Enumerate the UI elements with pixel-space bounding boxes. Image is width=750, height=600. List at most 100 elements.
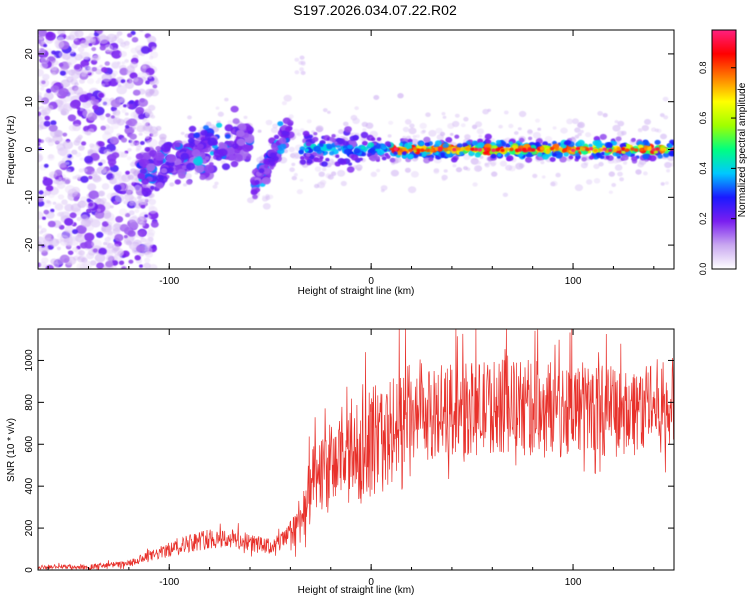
spectrogram-cell — [107, 158, 117, 166]
spectrogram-cell — [660, 182, 665, 186]
spectrogram-cell — [637, 144, 644, 149]
spectrogram-cell — [335, 154, 340, 159]
snr-y-tick-label: 200 — [24, 519, 35, 536]
spectrogram-cell — [129, 133, 137, 140]
spectrogram-cell — [106, 33, 117, 43]
spectrogram-cell — [111, 152, 120, 159]
spectrogram-cell — [98, 191, 105, 197]
spectrogram-cell — [451, 157, 458, 163]
spectrogram-cell — [140, 168, 148, 175]
spectrogram-cell — [294, 152, 302, 159]
spectrogram-cell — [87, 78, 95, 85]
spectrogram-cell — [344, 126, 352, 133]
spectrogram-cell — [299, 128, 305, 133]
spectrogram-cell — [132, 215, 138, 219]
spectrogram-cell — [64, 218, 74, 226]
spectrogram-cell — [381, 156, 387, 161]
spectrogram-cell — [135, 106, 145, 115]
spectrogram-cell — [47, 154, 55, 161]
spectrogram-cell — [373, 95, 380, 100]
spectrogram-cell — [281, 130, 289, 137]
spectrogram-cell — [464, 134, 471, 140]
spectrogram-cell — [388, 120, 394, 125]
spectrogram-cell — [315, 146, 321, 151]
spectrogram-cell — [97, 77, 102, 82]
spectrogram-cell — [56, 246, 61, 251]
spectrogram-cell — [340, 180, 347, 187]
spectrogram-cell — [415, 134, 420, 138]
spectrogram-cell — [100, 197, 107, 204]
spectrogram-cell — [343, 148, 351, 155]
spectrogram-cell — [409, 123, 415, 129]
spectrogram-cell — [288, 146, 295, 153]
spectrogram-cell — [43, 120, 51, 127]
spectrogram-cell — [38, 196, 44, 203]
spectrogram-cell — [337, 169, 346, 177]
spectrogram-cell — [138, 229, 147, 237]
spectrogram-cell — [145, 135, 150, 139]
spectrogram-cell — [346, 166, 355, 173]
spectrogram-cell — [588, 146, 594, 151]
spectrogram-cell — [319, 143, 324, 148]
spectrogram-cell — [118, 208, 128, 216]
spectrogram-cell — [441, 177, 446, 181]
spectrogram-cell — [62, 52, 71, 61]
spectrogram-cell — [659, 113, 665, 118]
snr-series-line — [38, 329, 674, 570]
spectrogram-cell — [326, 143, 333, 150]
spectrogram-cell — [106, 217, 116, 225]
spectrogram-cell — [289, 167, 295, 172]
spectrogram-cell — [445, 137, 453, 143]
spectrogram-cell — [602, 147, 607, 152]
spectrogram-cell — [519, 137, 525, 143]
spectrogram-cell — [462, 142, 468, 148]
spectrogram-cell — [155, 125, 162, 131]
spectrogram-cell — [204, 156, 210, 161]
spectrogram-cell — [238, 123, 247, 131]
spectrogram-cell — [71, 99, 81, 107]
spectrogram-cell — [660, 147, 665, 152]
spectrogram-cell — [376, 137, 382, 142]
spectrogram-cell — [129, 221, 139, 230]
spectrogram-cell — [39, 261, 47, 268]
spectrogram-cell — [454, 134, 460, 139]
spectrogram-cell — [127, 33, 133, 38]
spectrogram-cell — [138, 252, 145, 257]
spectrogram-cell — [114, 194, 125, 203]
spectrogram-cell — [193, 132, 200, 139]
spectrogram-cell — [105, 260, 114, 268]
spectrogram-cell — [56, 98, 67, 108]
spectrogram-cell — [402, 147, 407, 151]
spectrogram-cell — [91, 218, 100, 225]
spectrogram-cell — [148, 75, 152, 79]
snr-y-tick-label: 400 — [24, 477, 35, 494]
spectrogram-cell — [186, 162, 196, 171]
spectrogram-cell — [70, 71, 81, 80]
spectrogram-x-ticks: -100 0 100 — [47, 30, 655, 287]
spectrogram-cell — [440, 152, 445, 156]
spectrogram-y-label: Frequency (Hz) — [6, 116, 17, 185]
spectrogram-cell — [585, 132, 592, 138]
spectrogram-cell — [325, 157, 330, 162]
spectrogram-cell — [535, 118, 540, 123]
spectrogram-x-tick-label: -100 — [159, 276, 179, 287]
spectrogram-cell — [67, 62, 72, 66]
spectrogram-cell — [160, 143, 171, 153]
spectrogram-cell — [599, 133, 607, 140]
spectrogram-cell — [57, 194, 65, 200]
spectrogram-cell — [121, 109, 127, 114]
spectrogram-cell — [426, 148, 431, 152]
spectrogram-cell — [169, 182, 175, 187]
spectrogram-cell — [490, 162, 496, 167]
spectrogram-cell — [72, 246, 79, 253]
spectrogram-cell — [664, 181, 669, 185]
spectrogram-cell — [305, 148, 309, 152]
spectrogram-cell — [138, 113, 145, 120]
spectrogram-cell — [370, 137, 376, 141]
spectrogram-cell — [90, 96, 96, 101]
spectrogram-cell — [639, 147, 644, 152]
spectrogram-cell — [112, 172, 121, 180]
spectrogram-cell — [236, 138, 246, 146]
spectrogram-cell — [110, 205, 114, 209]
spectrogram-cell — [52, 60, 59, 66]
